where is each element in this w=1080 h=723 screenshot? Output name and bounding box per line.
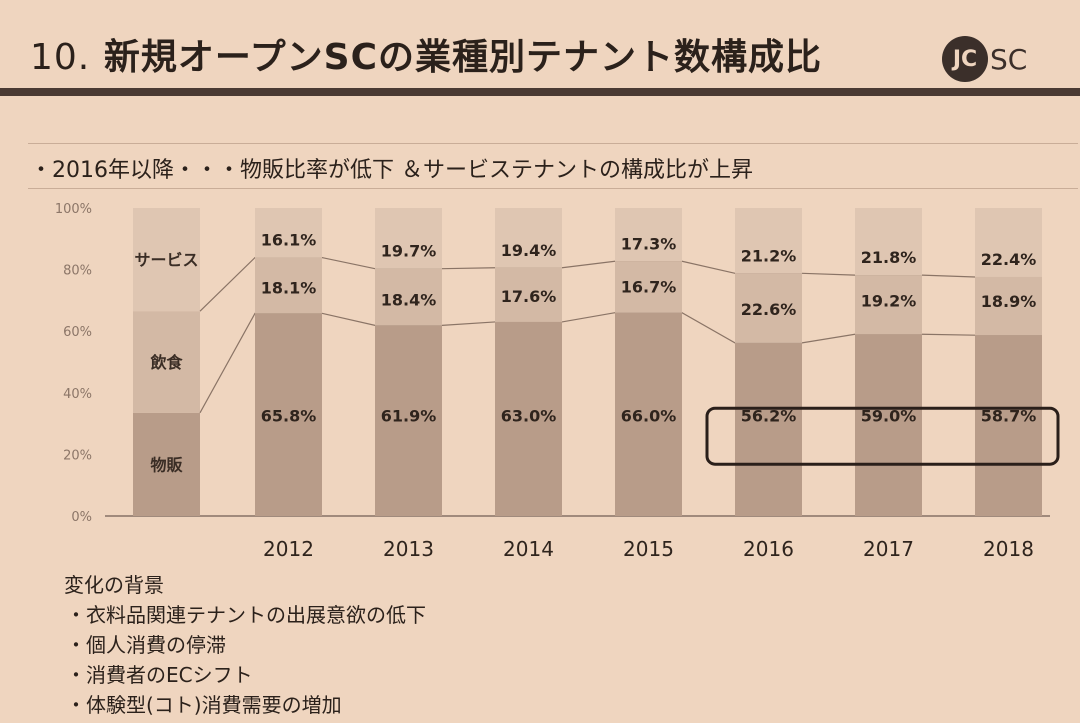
bar-segment xyxy=(255,257,322,314)
bar-segment xyxy=(855,334,922,516)
bar-segment xyxy=(375,325,442,516)
data-label: 66.0% xyxy=(621,407,677,426)
x-tick-label: 2012 xyxy=(263,537,314,561)
note-item: ・体験型(コト)消費需要の増加 xyxy=(66,693,342,717)
bar-segment xyxy=(495,321,562,516)
bar-segment xyxy=(735,273,802,343)
title-rule xyxy=(0,88,1080,96)
divider xyxy=(28,143,1078,144)
bar-segment xyxy=(975,276,1042,336)
legend-segment xyxy=(133,412,200,516)
legend-label: サービス xyxy=(134,251,198,270)
data-label: 63.0% xyxy=(501,407,557,426)
y-tick-label: 40% xyxy=(63,387,92,402)
note-item: ・個人消費の停滞 xyxy=(66,633,226,657)
note-item: ・衣料品関連テナントの出展意欲の低下 xyxy=(66,603,426,627)
data-label: 17.6% xyxy=(501,287,557,306)
bar-segment xyxy=(615,261,682,313)
notes-heading: 変化の背景 xyxy=(64,573,164,597)
title-text: 新規オープンSCの業種別テナント数構成比 xyxy=(103,37,823,78)
legend-segment xyxy=(133,311,200,413)
y-tick-label: 0% xyxy=(71,510,92,525)
x-tick-label: 2013 xyxy=(383,537,434,561)
bar-segment xyxy=(255,208,322,258)
x-tick-label: 2016 xyxy=(743,537,794,561)
data-label: 59.0% xyxy=(861,407,917,426)
data-label: 21.8% xyxy=(861,248,917,267)
data-label: 18.9% xyxy=(981,292,1037,311)
title-number: 10. xyxy=(30,37,91,78)
data-label: 18.1% xyxy=(261,278,317,297)
data-label: 22.6% xyxy=(741,300,797,319)
jcsc-logo: JC SC xyxy=(942,36,1027,82)
bar-segment xyxy=(255,313,322,516)
bar-segment xyxy=(735,342,802,516)
bar-segment xyxy=(855,208,922,276)
bar-segment xyxy=(615,312,682,516)
data-label: 16.7% xyxy=(621,278,677,297)
legend-label: 飲食 xyxy=(149,353,183,372)
y-tick-label: 60% xyxy=(63,325,92,340)
page-title: 10. 新規オープンSCの業種別テナント数構成比 xyxy=(30,28,822,80)
logo-circle: JC xyxy=(942,36,988,82)
legend-label: 物販 xyxy=(150,455,183,474)
bar-segment xyxy=(375,208,442,269)
data-label: 65.8% xyxy=(261,407,317,426)
data-label: 16.1% xyxy=(261,231,317,250)
bar-segment xyxy=(495,208,562,268)
data-label: 18.4% xyxy=(381,290,437,309)
bar-segment xyxy=(735,208,802,274)
data-label: 21.2% xyxy=(741,246,797,265)
data-label: 19.7% xyxy=(381,242,437,261)
x-tick-label: 2014 xyxy=(503,537,554,561)
data-label: 61.9% xyxy=(381,407,437,426)
notes: 変化の背景 ・衣料品関連テナントの出展意欲の低下 ・個人消費の停滞 ・消費者のE… xyxy=(64,570,426,720)
divider xyxy=(28,188,1078,189)
y-tick-label: 20% xyxy=(63,448,92,463)
note-item: ・消費者のECシフト xyxy=(66,663,253,687)
bar-segment xyxy=(615,208,682,262)
highlight-box xyxy=(705,406,1060,466)
legend-segment xyxy=(133,208,200,312)
y-tick-label: 100% xyxy=(55,202,92,217)
x-tick-label: 2017 xyxy=(863,537,914,561)
data-label: 17.3% xyxy=(621,234,677,253)
data-label: 22.4% xyxy=(981,250,1037,269)
bar-segment xyxy=(975,335,1042,516)
data-label: 56.2% xyxy=(741,407,797,426)
bar-segment xyxy=(375,268,442,326)
bar-segment xyxy=(855,275,922,335)
logo-sc: SC xyxy=(990,42,1028,76)
y-tick-label: 80% xyxy=(63,264,92,279)
data-label: 19.2% xyxy=(861,291,917,310)
bar-segment xyxy=(495,267,562,322)
data-label: 58.7% xyxy=(981,407,1037,426)
data-label: 19.4% xyxy=(501,241,557,260)
x-tick-label: 2015 xyxy=(623,537,674,561)
subtitle: ・2016年以降・・・物販比率が低下 ＆サービステナントの構成比が上昇 xyxy=(30,158,753,183)
bar-segment xyxy=(975,208,1042,277)
x-tick-label: 2018 xyxy=(983,537,1034,561)
